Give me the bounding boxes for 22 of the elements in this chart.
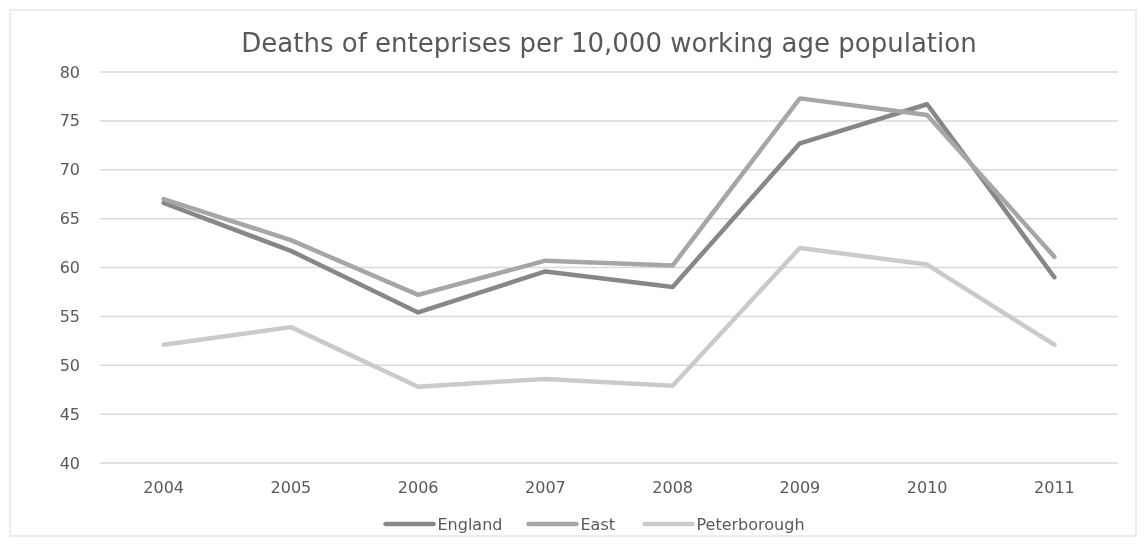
legend-label: East: [580, 514, 616, 534]
line-series: [161, 245, 1057, 390]
legend-label: England: [437, 514, 503, 534]
y-tick-label: 75: [59, 111, 80, 131]
y-tick-label: 40: [59, 453, 80, 473]
x-tick-label: 2008: [652, 478, 693, 497]
x-tick-label: 2004: [143, 478, 184, 497]
legend-label: Peterborough: [696, 514, 805, 534]
x-tick-label: 2006: [397, 478, 439, 497]
y-tick-label: 60: [59, 258, 80, 278]
y-tick-label: 70: [59, 160, 80, 180]
x-tick-label: 2007: [525, 478, 566, 497]
chart-title: Deaths of enteprises per 10,000 working age population: [241, 28, 977, 58]
y-tick-label: 65: [59, 209, 80, 229]
x-tick-label: 2010: [906, 478, 948, 497]
y-tick-label: 45: [59, 404, 80, 424]
y-tick-label: 50: [59, 355, 80, 375]
x-tick-label: 2009: [779, 478, 821, 497]
x-tick-label: 2011: [1034, 478, 1075, 497]
y-tick-label: 55: [59, 306, 80, 326]
y-tick-label: 80: [59, 62, 80, 82]
x-tick-label: 2005: [270, 478, 312, 497]
